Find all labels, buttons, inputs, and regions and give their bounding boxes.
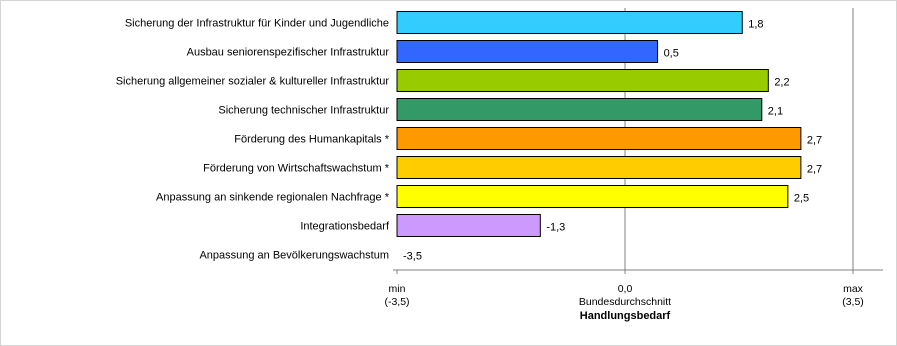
value-label-2: 0,5 xyxy=(664,48,679,60)
value-label-6: 2,7 xyxy=(807,164,822,176)
category-label-2: Ausbau seniorenspezifischer Infrastruktu… xyxy=(187,47,390,59)
bar-1 xyxy=(396,11,743,34)
category-label-9: Anpassung an Bevölkerungswachstum xyxy=(199,250,389,262)
bars xyxy=(396,11,802,237)
value-labels: 1,8 0,5 2,2 2,1 2,7 2,7 2,5 -1,3 -3,5 xyxy=(403,19,822,263)
value-label-8: -1,3 xyxy=(546,222,565,234)
category-label-4: Sicherung technischer Infrastruktur xyxy=(218,105,389,117)
category-label-7: Anpassung an sinkende regionalen Nachfra… xyxy=(156,192,390,204)
value-label-1: 1,8 xyxy=(748,19,763,31)
category-label-6: Förderung von Wirtschaftswachstum * xyxy=(203,163,390,175)
category-label-1: Sicherung der Infrastruktur für Kinder u… xyxy=(125,18,389,30)
category-labels: Sicherung der Infrastruktur für Kinder u… xyxy=(116,18,390,262)
bar-2 xyxy=(396,40,659,63)
x-tick-label-1-line1: min xyxy=(389,283,406,295)
x-axis-title: Handlungsbedarf xyxy=(580,310,671,322)
value-label-7: 2,5 xyxy=(794,193,809,205)
x-tick-label-3-line2: (3,5) xyxy=(842,296,864,308)
value-label-9: -3,5 xyxy=(403,251,422,263)
value-label-4: 2,1 xyxy=(768,106,783,118)
x-tick-label-1-line2: (-3,5) xyxy=(384,296,409,308)
category-label-5: Förderung des Humankapitals * xyxy=(234,134,389,146)
bar-5 xyxy=(396,127,802,150)
bar-7 xyxy=(396,185,789,208)
category-label-3: Sicherung allgemeiner sozialer & kulture… xyxy=(116,76,390,88)
x-tick-label-3-line1: max xyxy=(843,283,864,295)
bar-6 xyxy=(396,156,802,179)
category-label-8: Integrationsbedarf xyxy=(300,221,390,233)
x-tick-label-2-line2: Bundesdurchschnitt xyxy=(579,296,671,308)
value-label-3: 2,2 xyxy=(774,77,789,89)
bar-3 xyxy=(396,69,769,92)
bar-4 xyxy=(396,98,763,121)
bar-8 xyxy=(396,214,541,237)
value-label-5: 2,7 xyxy=(807,135,822,147)
x-tick-label-2-line1: 0,0 xyxy=(618,283,633,295)
